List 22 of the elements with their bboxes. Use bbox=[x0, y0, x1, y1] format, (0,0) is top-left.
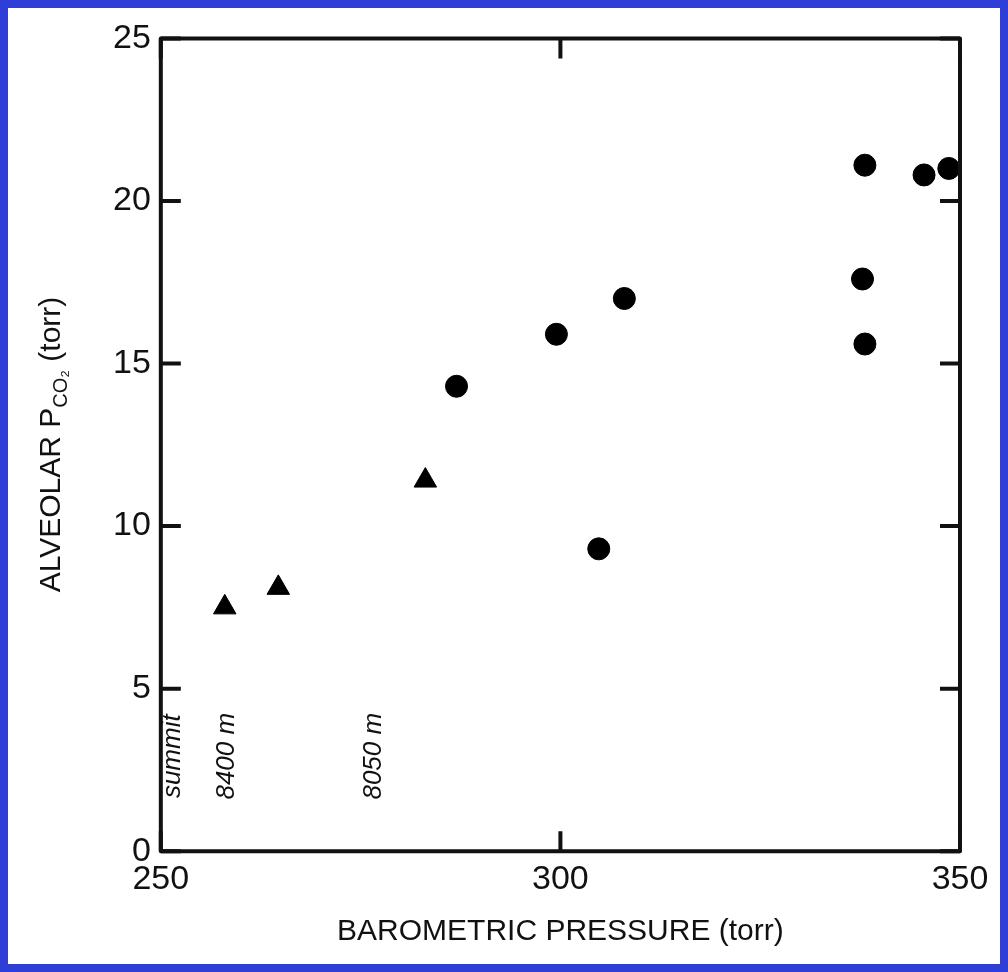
point bbox=[612, 287, 636, 310]
point bbox=[445, 374, 469, 398]
point bbox=[413, 467, 438, 488]
point bbox=[853, 332, 877, 356]
annotation: 8050 m bbox=[356, 712, 387, 800]
y-tick-label: 15 bbox=[112, 341, 151, 380]
x-axis-title: BAROMETRIC PRESSURE (torr) bbox=[337, 913, 784, 947]
point bbox=[853, 153, 877, 177]
point bbox=[937, 156, 960, 180]
y-tick-label: 20 bbox=[112, 179, 151, 218]
point bbox=[544, 322, 568, 346]
y-tick-label: 5 bbox=[131, 667, 151, 706]
point bbox=[266, 574, 291, 595]
annotation: 8400 m bbox=[209, 712, 240, 800]
x-tick-label: 350 bbox=[931, 857, 989, 896]
point bbox=[912, 163, 936, 187]
point bbox=[213, 593, 237, 615]
y-tick-label: 25 bbox=[112, 16, 151, 55]
point bbox=[851, 267, 874, 291]
y-tick-label: 10 bbox=[112, 504, 151, 543]
x-tick-label: 300 bbox=[532, 857, 589, 896]
annotation: summit bbox=[155, 712, 186, 799]
